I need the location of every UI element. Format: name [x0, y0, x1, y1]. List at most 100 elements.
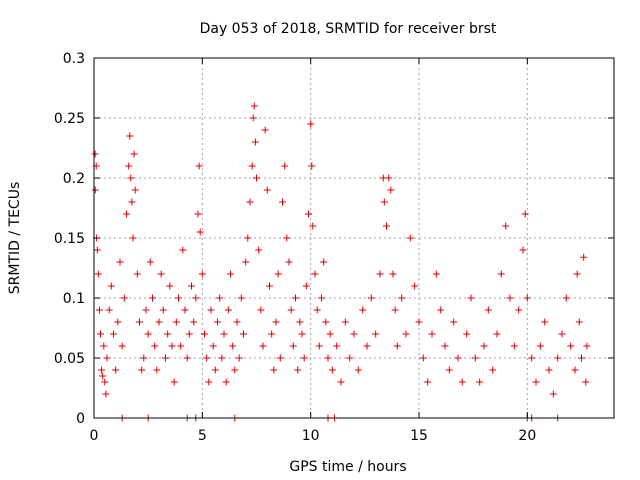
- data-point: [196, 228, 204, 236]
- data-point: [337, 378, 345, 386]
- data-point: [287, 306, 295, 314]
- data-point: [190, 318, 198, 326]
- data-point: [419, 354, 427, 362]
- data-point: [185, 330, 193, 338]
- data-point: [432, 270, 440, 278]
- data-point: [521, 210, 529, 218]
- data-point: [428, 330, 436, 338]
- x-tick-label: 5: [198, 428, 207, 444]
- data-point: [515, 306, 523, 314]
- data-point: [91, 150, 99, 158]
- data-point: [242, 258, 250, 266]
- axis-ticks: 0 0.05 0.1 0.15 0.2 0.25 0.3 0 5 10 15 20: [54, 51, 614, 444]
- x-axis-label: GPS time / hours: [289, 459, 406, 475]
- data-point: [128, 198, 136, 206]
- data-point: [170, 378, 178, 386]
- data-point: [363, 342, 371, 350]
- data-point: [100, 342, 108, 350]
- data-point: [549, 390, 557, 398]
- data-point: [281, 162, 289, 170]
- data-point: [263, 186, 271, 194]
- y-tick-label: 0.3: [63, 51, 85, 67]
- data-point: [583, 342, 591, 350]
- data-point: [257, 306, 265, 314]
- data-point: [272, 318, 280, 326]
- y-tick-label: 0.1: [63, 291, 85, 307]
- data-point: [220, 330, 228, 338]
- data-point: [103, 354, 111, 362]
- data-point: [97, 330, 104, 338]
- y-tick-label: 0.2: [63, 171, 85, 187]
- data-point: [207, 306, 215, 314]
- y-tick-label: 0.05: [54, 351, 85, 367]
- data-point: [294, 366, 302, 374]
- data-point: [359, 306, 367, 314]
- x-tick-label: 15: [410, 428, 428, 444]
- data-point: [298, 330, 306, 338]
- data-point: [519, 246, 527, 254]
- data-point: [545, 366, 553, 374]
- data-point: [211, 366, 219, 374]
- data-point: [209, 342, 217, 350]
- data-point: [253, 174, 260, 182]
- data-point: [415, 318, 423, 326]
- data-point: [248, 162, 256, 170]
- data-point: [93, 246, 101, 254]
- data-point: [497, 270, 505, 278]
- data-point: [175, 294, 182, 302]
- data-point: [536, 342, 544, 350]
- data-point: [159, 306, 167, 314]
- data-point: [541, 318, 549, 326]
- data-point: [502, 222, 510, 230]
- data-point: [385, 174, 393, 182]
- data-point: [300, 354, 308, 362]
- data-point: [489, 366, 497, 374]
- data-point: [114, 318, 122, 326]
- data-point: [322, 318, 330, 326]
- data-point: [484, 306, 492, 314]
- data-point: [227, 270, 234, 278]
- data-point: [157, 270, 165, 278]
- data-point: [181, 306, 189, 314]
- data-point: [250, 102, 258, 110]
- data-point: [307, 120, 315, 128]
- data-point: [463, 330, 471, 338]
- data-point: [107, 282, 115, 290]
- y-tick-label: 0: [76, 411, 85, 427]
- y-axis-label: SRMTID / TECUs: [7, 182, 23, 295]
- data-point: [376, 270, 384, 278]
- data-point: [289, 342, 297, 350]
- data-point: [315, 342, 323, 350]
- data-point: [528, 354, 536, 362]
- data-point: [261, 126, 269, 134]
- data-point: [266, 282, 273, 290]
- data-point: [445, 366, 453, 374]
- data-point: [354, 366, 362, 374]
- data-point: [251, 138, 259, 146]
- data-point: [195, 162, 203, 170]
- data-point: [136, 318, 143, 326]
- data-points: [91, 102, 591, 422]
- data-point: [99, 372, 107, 380]
- data-point: [183, 354, 191, 362]
- data-point: [229, 342, 237, 350]
- data-point: [476, 378, 484, 386]
- data-point: [131, 186, 139, 194]
- data-point: [168, 342, 176, 350]
- x-tick-label: 0: [90, 428, 99, 444]
- data-point: [162, 354, 169, 362]
- data-point: [138, 366, 146, 374]
- data-point: [411, 282, 419, 290]
- data-point: [172, 318, 180, 326]
- data-point: [91, 186, 99, 194]
- data-point: [467, 294, 475, 302]
- data-point: [532, 378, 540, 386]
- data-point: [309, 222, 317, 230]
- data-point: [125, 162, 133, 170]
- data-point: [198, 270, 206, 278]
- data-point: [391, 306, 399, 314]
- data-point: [164, 330, 172, 338]
- data-point: [129, 234, 137, 242]
- chart-title: Day 053 of 2018, SRMTID for receiver brs…: [200, 21, 497, 37]
